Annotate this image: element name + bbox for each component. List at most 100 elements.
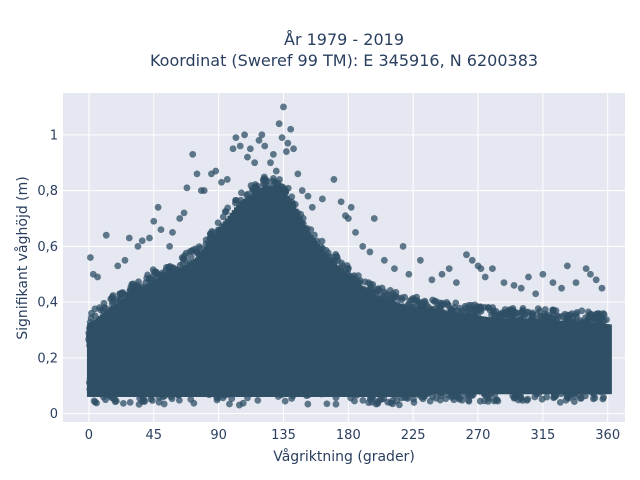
data-point — [282, 148, 290, 155]
data-point — [578, 307, 586, 315]
data-point — [114, 262, 122, 270]
data-point — [558, 284, 565, 292]
data-point — [582, 265, 590, 273]
data-point — [399, 242, 407, 250]
data-point — [401, 293, 408, 301]
data-point — [477, 265, 485, 273]
data-point — [532, 290, 540, 298]
data-point — [359, 396, 367, 404]
data-point — [290, 145, 297, 153]
data-point — [318, 195, 326, 203]
data-point — [591, 394, 599, 402]
data-point — [330, 176, 338, 183]
x-tick-label: 90 — [210, 428, 227, 443]
data-point — [219, 213, 227, 221]
data-point — [94, 273, 101, 281]
data-point — [218, 178, 225, 186]
data-point — [570, 398, 578, 405]
data-point — [150, 217, 158, 225]
y-axis-title: Signifikant våghöjd (m) — [14, 176, 31, 339]
data-point — [134, 242, 142, 250]
data-point — [154, 203, 162, 211]
data-point — [276, 176, 283, 183]
data-point — [241, 131, 248, 139]
data-point — [347, 203, 355, 211]
data-point — [359, 242, 367, 250]
data-point — [444, 300, 452, 308]
chart-title-line-1: År 1979 - 2019 — [284, 30, 404, 49]
data-point — [323, 400, 331, 408]
x-tick-label: 225 — [401, 428, 426, 443]
data-points — [85, 103, 612, 409]
data-point — [525, 273, 532, 281]
data-point — [269, 150, 277, 158]
data-point — [258, 131, 266, 139]
data-point — [126, 398, 134, 406]
data-point — [189, 150, 197, 158]
data-point — [239, 399, 247, 407]
data-point — [581, 392, 589, 400]
data-point — [405, 270, 413, 278]
data-point — [352, 229, 359, 236]
data-point — [180, 209, 188, 217]
data-point — [524, 395, 532, 403]
data-point — [445, 265, 453, 273]
data-point — [284, 184, 292, 192]
y-tick-label: 0,4 — [37, 296, 58, 311]
data-point — [135, 278, 142, 286]
data-point — [369, 281, 377, 288]
y-tick-label: 0,2 — [37, 351, 58, 366]
data-point — [552, 307, 560, 314]
data-point — [391, 265, 398, 273]
data-point — [294, 170, 302, 178]
data-point — [304, 192, 312, 200]
data-point — [267, 159, 274, 167]
data-point — [468, 256, 476, 264]
data-point — [510, 281, 518, 289]
data-point — [86, 254, 94, 261]
data-point — [141, 398, 149, 405]
data-point — [229, 145, 237, 153]
data-point — [599, 395, 607, 403]
data-point — [160, 400, 168, 408]
data-point — [121, 256, 129, 264]
data-point — [146, 234, 153, 242]
x-tick-label: 45 — [146, 428, 163, 443]
data-point — [344, 215, 352, 222]
data-point — [200, 187, 208, 194]
data-point — [119, 399, 127, 407]
data-point — [278, 134, 286, 142]
data-point — [318, 237, 326, 245]
data-point — [536, 307, 544, 315]
y-tick-label: 1 — [50, 128, 58, 143]
data-point — [176, 215, 184, 222]
data-point — [410, 399, 418, 406]
data-point — [332, 400, 340, 408]
data-point — [168, 395, 176, 403]
data-point — [102, 396, 109, 404]
data-point — [193, 170, 201, 178]
data-point — [223, 176, 231, 183]
data-point — [395, 401, 403, 409]
data-point — [261, 142, 269, 150]
data-point — [494, 397, 502, 405]
data-point — [169, 229, 176, 236]
data-point — [251, 159, 259, 167]
data-point — [287, 125, 295, 133]
data-point — [183, 184, 191, 192]
x-tick-label: 270 — [466, 428, 491, 443]
data-point — [232, 134, 240, 142]
data-point — [308, 203, 316, 211]
data-point — [280, 103, 287, 111]
y-tick-label: 0 — [50, 407, 58, 422]
data-point — [91, 312, 99, 320]
data-point — [551, 393, 559, 400]
data-point — [109, 292, 117, 299]
data-point — [254, 396, 262, 404]
data-point — [366, 248, 374, 256]
data-point — [481, 273, 489, 281]
data-point — [528, 311, 536, 318]
data-point — [246, 145, 254, 153]
